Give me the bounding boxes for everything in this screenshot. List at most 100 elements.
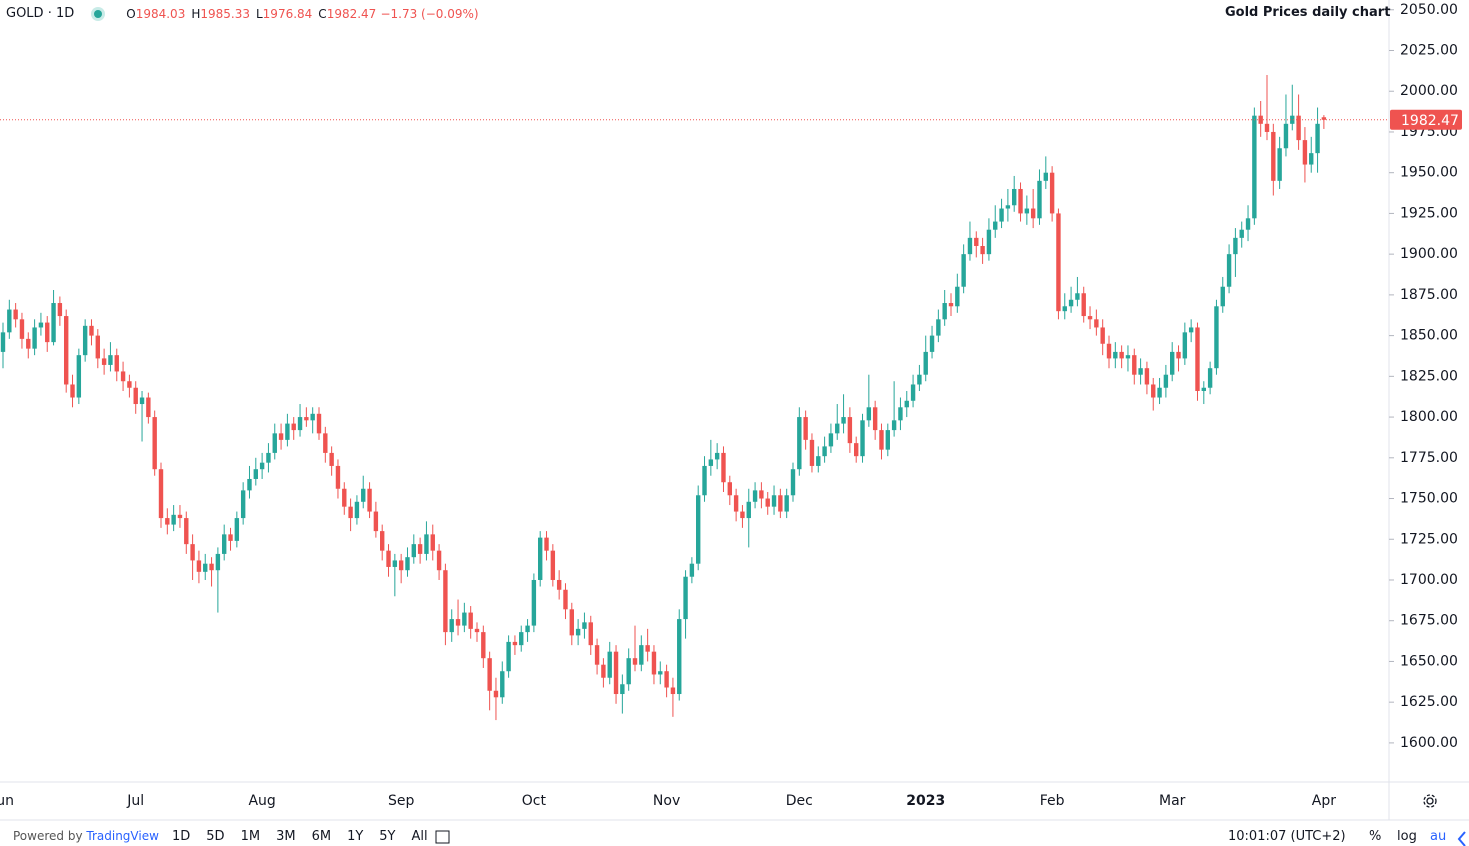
candle-body	[1170, 351, 1175, 375]
candle-body	[816, 456, 821, 466]
range-button[interactable]: 1M	[240, 829, 261, 844]
candle-body	[550, 550, 556, 580]
candle-body	[765, 498, 770, 507]
candle-body	[575, 628, 581, 636]
plot	[0, 74, 1327, 721]
x-tick-label: Feb	[1040, 793, 1065, 809]
candle-body	[967, 237, 973, 255]
range-button[interactable]: 1Y	[347, 829, 364, 844]
candle-body	[658, 671, 663, 675]
date-range-icon[interactable]	[435, 830, 450, 844]
candle-body	[929, 335, 935, 352]
candle-body	[841, 417, 846, 424]
candle-body	[531, 579, 537, 626]
candle-body	[1157, 387, 1162, 398]
y-tick-label: 2050.00	[1400, 2, 1458, 18]
candle-body	[354, 501, 360, 519]
percent-toggle[interactable]: %	[1369, 829, 1382, 844]
low-value: 1976.84	[262, 6, 313, 21]
y-tick-label: 1725.00	[1400, 531, 1458, 547]
candle-body	[380, 531, 385, 551]
candle-body	[51, 303, 56, 343]
y-tick-label: 1925.00	[1400, 205, 1458, 221]
candle-body	[999, 208, 1004, 222]
candle-body	[885, 430, 890, 450]
candle-body	[462, 612, 467, 626]
candle-body	[632, 658, 638, 665]
candle-body	[714, 452, 720, 460]
y-tick-label: 1800.00	[1400, 409, 1458, 425]
range-button[interactable]: All	[411, 829, 428, 844]
x-tick-label: Mar	[1159, 793, 1186, 809]
candle-body	[386, 550, 391, 567]
candle-body	[38, 322, 44, 328]
candle-body	[203, 563, 208, 572]
log-toggle[interactable]: log	[1397, 829, 1417, 844]
high-label: H	[191, 6, 201, 21]
candle-body	[13, 309, 18, 320]
candle-body	[651, 651, 657, 675]
candle-body	[500, 671, 505, 698]
candle-body	[329, 452, 334, 466]
candle-body	[114, 355, 119, 372]
candle-body	[222, 534, 227, 554]
range-button[interactable]: 6M	[311, 829, 332, 844]
candle-body	[626, 658, 631, 685]
candle-body	[82, 325, 88, 356]
candle-body	[803, 417, 808, 440]
candle-body	[487, 658, 492, 691]
x-tick-label: Dec	[786, 793, 813, 809]
range-button[interactable]: 5Y	[379, 829, 396, 844]
auto-toggle[interactable]: au	[1430, 829, 1447, 844]
candle-body	[19, 319, 25, 339]
candle-body	[316, 413, 322, 434]
range-button[interactable]: 1D	[172, 829, 191, 844]
candle-body	[771, 495, 777, 507]
candle-body	[152, 417, 157, 470]
candle-body	[1309, 153, 1314, 165]
candle-body	[1049, 172, 1055, 214]
candle-body	[171, 514, 176, 525]
candle-body	[1125, 355, 1131, 359]
candle-body	[253, 469, 258, 479]
candle-body	[822, 446, 827, 457]
x-tick-label: Aug	[248, 793, 275, 809]
candle-body	[430, 534, 435, 551]
candle-body	[1068, 299, 1074, 307]
candle-body	[664, 671, 669, 688]
x-tick-label: Jun	[0, 793, 14, 809]
candle-body	[980, 246, 985, 255]
candle-body	[133, 387, 138, 405]
candle-body	[323, 433, 328, 453]
candle-body	[1239, 229, 1244, 238]
candle-body	[45, 322, 50, 343]
candle-body	[95, 335, 100, 359]
candle-body	[955, 286, 960, 307]
x-tick-label: Nov	[653, 793, 680, 809]
powered-by[interactable]: Powered by TradingView	[13, 829, 159, 843]
candle-body	[854, 443, 859, 457]
candle-body	[493, 690, 499, 698]
range-button[interactable]: 3M	[276, 829, 296, 844]
candle-body	[1024, 208, 1030, 214]
range-button[interactable]: 5D	[206, 829, 225, 844]
candle-body	[746, 501, 751, 519]
candle-body	[1233, 237, 1238, 255]
candle-body	[1163, 374, 1169, 388]
candle-body	[708, 459, 714, 466]
x-tick-label: 2023	[906, 793, 945, 809]
settings-icon[interactable]	[1423, 794, 1437, 808]
y-tick-label: 1950.00	[1400, 165, 1458, 181]
candle-body	[291, 423, 296, 431]
last-price-box	[1390, 109, 1462, 130]
candle-body	[683, 576, 688, 620]
candle-body	[942, 303, 947, 320]
y-tick-label: 1825.00	[1400, 368, 1458, 384]
candle-body	[512, 641, 518, 646]
candle-body	[1252, 115, 1257, 219]
collapse-icon[interactable]	[1457, 831, 1466, 846]
y-tick-label: 1600.00	[1400, 735, 1458, 751]
candle-body	[101, 358, 107, 365]
candle-body	[455, 619, 461, 626]
